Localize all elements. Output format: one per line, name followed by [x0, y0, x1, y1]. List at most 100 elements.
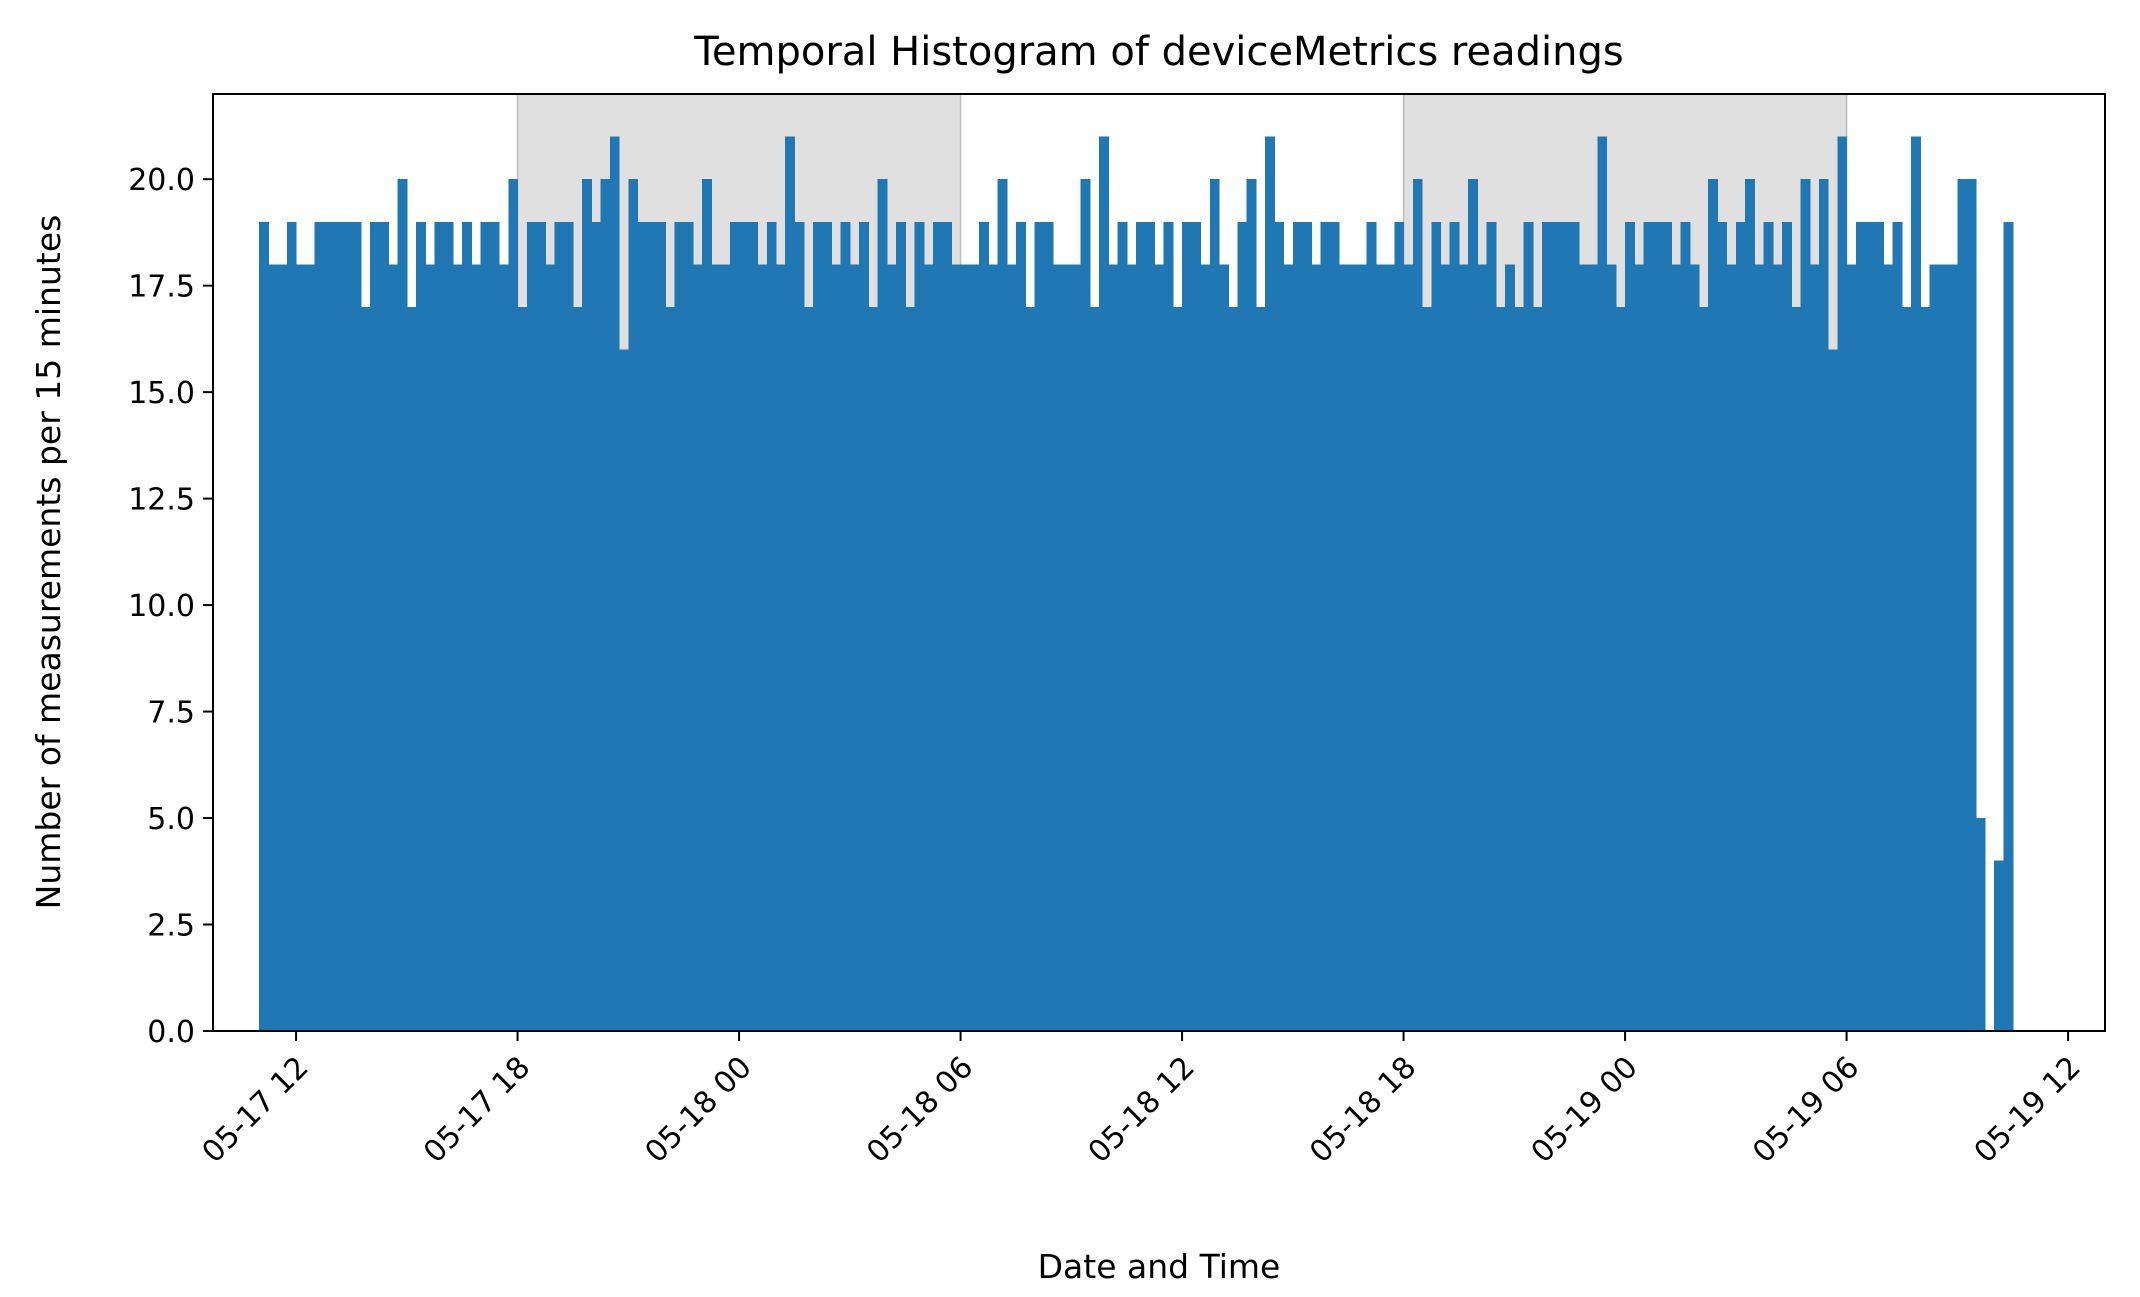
histogram-bar	[379, 221, 389, 1032]
histogram-bar	[1025, 306, 1036, 1031]
histogram-bar	[536, 221, 546, 1032]
histogram-bar	[1145, 221, 1155, 1032]
histogram-bar	[1597, 136, 1608, 1031]
histogram-bar	[1560, 221, 1571, 1032]
histogram-bars	[259, 136, 2014, 1032]
histogram-bar	[1311, 264, 1322, 1031]
histogram-bar	[323, 221, 334, 1032]
histogram-bar	[674, 221, 685, 1032]
histogram-bar	[877, 179, 888, 1031]
histogram-bar	[1791, 306, 1802, 1031]
histogram-bar	[609, 136, 620, 1031]
histogram-bar	[1357, 264, 1368, 1031]
histogram-bar	[840, 221, 851, 1032]
histogram-bar	[988, 264, 999, 1031]
x-tick-label: 05-19 00	[1525, 1050, 1645, 1170]
histogram-bar	[1551, 221, 1562, 1032]
histogram-bar	[895, 221, 906, 1032]
histogram-bar	[729, 221, 740, 1032]
histogram-bar	[1163, 221, 1174, 1032]
histogram-bar	[1071, 264, 1082, 1031]
x-axis-ticks: 05-17 12 05-17 18 05-18 00 05-18 06 05-18 12…	[196, 1031, 2088, 1170]
histogram-bar	[1477, 264, 1488, 1031]
histogram-bar	[692, 264, 703, 1031]
histogram-bar	[1865, 221, 1875, 1032]
histogram-bar	[1671, 264, 1682, 1031]
histogram-bar	[416, 221, 426, 1032]
histogram-bar	[1846, 264, 1857, 1031]
chart-title: Temporal Histogram of deviceMetrics read…	[693, 29, 1623, 75]
histogram-bar	[517, 306, 528, 1031]
histogram-bar	[849, 264, 860, 1031]
histogram-bar	[1809, 264, 1820, 1031]
histogram-bar	[305, 264, 316, 1031]
histogram-bar	[960, 264, 971, 1031]
histogram-bar	[1680, 221, 1691, 1032]
histogram-bar	[1615, 306, 1626, 1031]
histogram-bar	[997, 179, 1008, 1031]
histogram-bar	[923, 264, 934, 1031]
histogram-bar	[1043, 221, 1054, 1032]
histogram-bar	[1754, 264, 1765, 1031]
histogram-bar	[1302, 221, 1312, 1032]
histogram-bar	[822, 221, 832, 1032]
histogram-bar	[388, 264, 399, 1031]
x-axis-label: Date and Time	[1038, 1247, 1281, 1286]
histogram-bar	[1015, 221, 1026, 1032]
y-axis-label: Number of measurements per 15 minutes	[29, 215, 68, 910]
histogram-bar	[1422, 306, 1432, 1031]
histogram-bar	[1542, 221, 1552, 1032]
histogram-bar	[1329, 221, 1340, 1032]
histogram-bar	[720, 264, 731, 1031]
histogram-bar	[711, 264, 722, 1031]
histogram-bar	[1994, 860, 2005, 1031]
histogram-bar	[683, 221, 694, 1032]
histogram-bar	[702, 179, 712, 1031]
y-axis-ticks: 0.0 2.5 5.0 7.5 10.0 12.5 15.0 17.5 20.0	[128, 163, 213, 1050]
histogram-bar	[868, 306, 879, 1031]
histogram-bar	[314, 221, 325, 1032]
histogram-bar	[1218, 264, 1229, 1031]
histogram-bar	[1375, 264, 1386, 1031]
histogram-bar	[1708, 179, 1718, 1031]
histogram-bar	[1338, 264, 1349, 1031]
histogram-bar	[563, 221, 574, 1032]
histogram-bar	[1874, 221, 1885, 1032]
histogram-bar	[1717, 221, 1728, 1032]
histogram-bar	[397, 179, 408, 1031]
histogram-bar	[775, 264, 786, 1031]
histogram-bar	[812, 221, 823, 1032]
histogram-bar	[332, 221, 343, 1032]
x-tick-label: 05-19 06	[1746, 1050, 1866, 1170]
histogram-bar	[1569, 221, 1580, 1032]
histogram-bar	[665, 306, 676, 1031]
histogram-bar	[2003, 221, 2014, 1032]
histogram-bar	[803, 306, 814, 1031]
histogram-bar	[1634, 264, 1645, 1031]
histogram-bar	[1458, 264, 1469, 1031]
y-tick-label: 0.0	[147, 1015, 195, 1050]
plot-frame	[212, 93, 2106, 1032]
histogram-bar	[1172, 306, 1183, 1031]
histogram-bar	[434, 221, 445, 1032]
histogram-bar	[619, 349, 629, 1032]
histogram-bar	[1689, 264, 1700, 1031]
histogram-bar	[526, 221, 537, 1032]
histogram-bar	[748, 221, 759, 1032]
histogram-bar	[757, 264, 768, 1031]
histogram-bar	[646, 221, 657, 1032]
histogram-bar	[1265, 136, 1275, 1031]
histogram-bar	[1006, 264, 1017, 1031]
histogram-bar	[656, 221, 666, 1032]
histogram-bar	[351, 221, 362, 1032]
histogram-bar	[1412, 179, 1423, 1031]
histogram-bar	[1652, 221, 1663, 1032]
y-tick-label: 15.0	[128, 376, 195, 411]
histogram-bar	[259, 221, 269, 1032]
histogram-bar	[766, 221, 777, 1032]
histogram-bar	[1514, 306, 1525, 1031]
y-tick-label: 10.0	[128, 589, 195, 624]
histogram-bar	[1403, 264, 1414, 1031]
